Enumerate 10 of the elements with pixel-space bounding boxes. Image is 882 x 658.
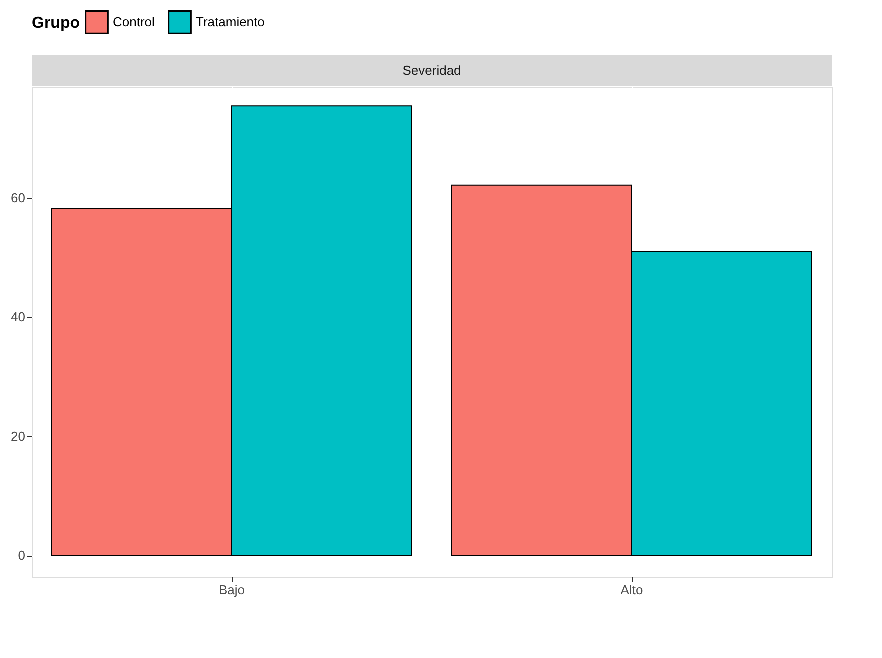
x-tick-label: Bajo bbox=[218, 582, 246, 598]
y-tick-label: 60 bbox=[11, 190, 26, 206]
y-tick-label: 0 bbox=[18, 548, 26, 564]
legend-title: Grupo bbox=[32, 15, 80, 32]
x-tick-label: Alto bbox=[620, 582, 644, 598]
chart-title: Severidad bbox=[402, 63, 462, 78]
y-tick-label: 20 bbox=[11, 428, 26, 444]
y-tick-label: 40 bbox=[11, 310, 26, 325]
legend-label: Control bbox=[113, 14, 156, 30]
legend-label: Tratamiento bbox=[196, 14, 265, 30]
